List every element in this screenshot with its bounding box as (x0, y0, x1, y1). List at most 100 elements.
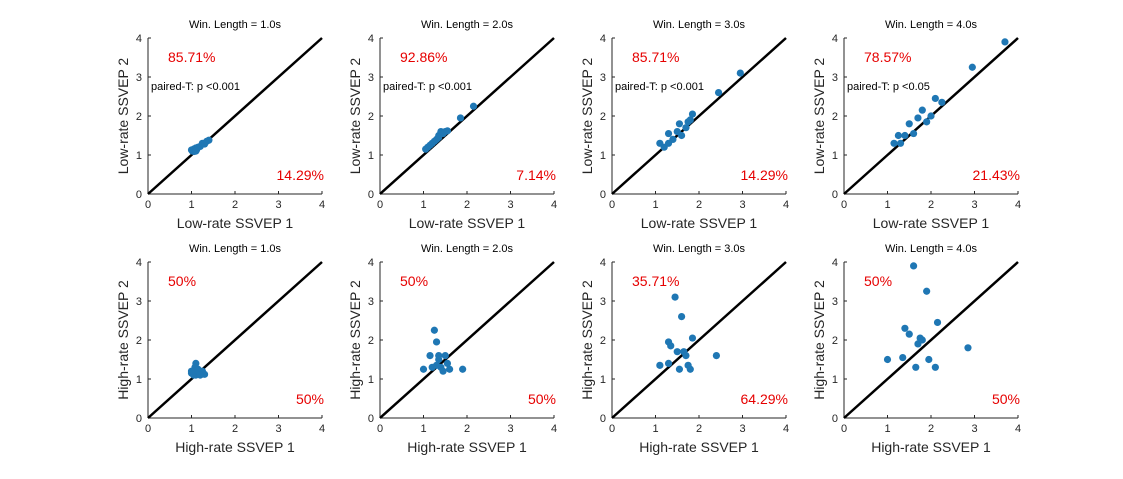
x-tick-label: 4 (783, 423, 789, 435)
x-tick-label: 4 (1015, 199, 1021, 211)
data-point (736, 69, 744, 77)
lower-percent-label: 21.43% (973, 167, 1020, 183)
y-axis-label: High-rate SSVEP 2 (811, 280, 827, 400)
data-point (667, 342, 675, 350)
data-point (196, 371, 204, 379)
data-point (905, 330, 913, 338)
data-point (1001, 38, 1009, 46)
data-point (899, 353, 907, 362)
upper-percent-label: 85.71% (168, 49, 215, 65)
chart-title: Win. Length = 2.0s (421, 243, 514, 255)
data-point (938, 98, 946, 106)
y-tick-label: 1 (368, 374, 374, 386)
y-tick-label: 2 (136, 111, 142, 123)
x-tick-label: 4 (551, 423, 557, 435)
y-tick-label: 4 (136, 257, 142, 269)
data-point (905, 120, 913, 128)
x-axis-label: High-rate SSVEP 1 (407, 439, 527, 455)
data-point (910, 262, 918, 270)
x-tick-label: 1 (884, 423, 890, 435)
x-tick-label: 0 (841, 199, 847, 211)
y-tick-label: 3 (368, 72, 374, 84)
y-tick-label: 4 (136, 33, 142, 45)
upper-percent-label: 35.71% (632, 273, 679, 289)
y-axis-label: High-rate SSVEP 2 (579, 280, 595, 400)
chart-title: Win. Length = 3.0s (653, 19, 746, 31)
y-axis-label: Low-rate SSVEP 2 (347, 58, 363, 175)
data-point (664, 359, 673, 367)
x-tick-label: 0 (841, 423, 847, 435)
data-point (456, 114, 465, 122)
stat-annotation: paired-T: p <0.001 (615, 81, 704, 93)
data-point (901, 324, 909, 332)
x-axis-label: Low-rate SSVEP 1 (177, 215, 294, 231)
data-point (923, 287, 931, 295)
data-point (459, 365, 467, 373)
x-tick-label: 3 (971, 423, 977, 435)
data-point (435, 352, 443, 360)
data-point (675, 120, 684, 128)
chart-title: Win. Length = 1.0s (189, 19, 282, 31)
y-tick-label: 2 (136, 335, 142, 347)
lower-percent-label: 14.29% (277, 167, 324, 183)
data-point (205, 136, 213, 144)
upper-percent-label: 50% (400, 273, 428, 289)
x-tick-label: 2 (464, 199, 470, 211)
y-tick-label: 3 (832, 296, 838, 308)
x-tick-label: 0 (145, 199, 151, 211)
y-axis-label: High-rate SSVEP 2 (347, 280, 363, 400)
x-axis-label: Low-rate SSVEP 1 (641, 215, 758, 231)
y-tick-label: 3 (136, 296, 142, 308)
identity-line (611, 261, 787, 419)
x-tick-label: 1 (652, 199, 658, 211)
identity-line (379, 37, 555, 195)
x-tick-label: 1 (420, 199, 426, 211)
stat-annotation: paired-T: p <0.05 (847, 81, 930, 93)
x-tick-label: 1 (420, 423, 426, 435)
data-point (656, 361, 664, 369)
data-point (664, 129, 673, 138)
lower-percent-label: 50% (992, 391, 1020, 407)
data-point (686, 365, 694, 373)
data-point (443, 359, 452, 367)
x-axis-label: Low-rate SSVEP 1 (873, 215, 990, 231)
identity-line (147, 37, 323, 195)
data-point (671, 293, 679, 301)
data-point (430, 326, 438, 334)
data-point (432, 361, 441, 369)
x-tick-label: 2 (928, 423, 934, 435)
data-point (714, 89, 723, 97)
y-axis-label: Low-rate SSVEP 2 (811, 58, 827, 175)
x-tick-label: 1 (652, 423, 658, 435)
x-tick-label: 4 (1015, 423, 1021, 435)
data-point (910, 129, 918, 138)
upper-percent-label: 50% (864, 273, 892, 289)
data-point (931, 94, 939, 103)
lower-percent-label: 50% (528, 391, 556, 407)
x-axis-label: Low-rate SSVEP 1 (409, 215, 526, 231)
x-tick-label: 3 (275, 199, 281, 211)
identity-line (611, 37, 787, 195)
x-tick-label: 3 (507, 423, 513, 435)
x-tick-label: 2 (696, 423, 702, 435)
data-point (901, 131, 909, 140)
y-tick-label: 0 (832, 189, 838, 201)
x-tick-label: 4 (783, 199, 789, 211)
chart-panel-3: 0 1 2 3 4 0 1 2 3 4 Win. Length = 3.0s Low-rate SSV… (579, 19, 789, 231)
data-point (419, 365, 428, 373)
upper-percent-label: 85.71% (632, 49, 679, 65)
x-tick-label: 1 (188, 199, 194, 211)
x-axis-label: High-rate SSVEP 1 (175, 439, 295, 455)
x-axis-label: High-rate SSVEP 1 (871, 439, 991, 455)
y-tick-label: 0 (600, 189, 606, 201)
x-tick-label: 2 (232, 423, 238, 435)
upper-percent-label: 50% (168, 273, 196, 289)
lower-percent-label: 14.29% (741, 167, 788, 183)
x-tick-label: 1 (188, 423, 194, 435)
data-point (678, 131, 686, 140)
data-point (675, 365, 684, 373)
x-tick-label: 0 (377, 199, 383, 211)
chart-title: Win. Length = 3.0s (653, 243, 746, 255)
x-tick-label: 0 (145, 423, 151, 435)
